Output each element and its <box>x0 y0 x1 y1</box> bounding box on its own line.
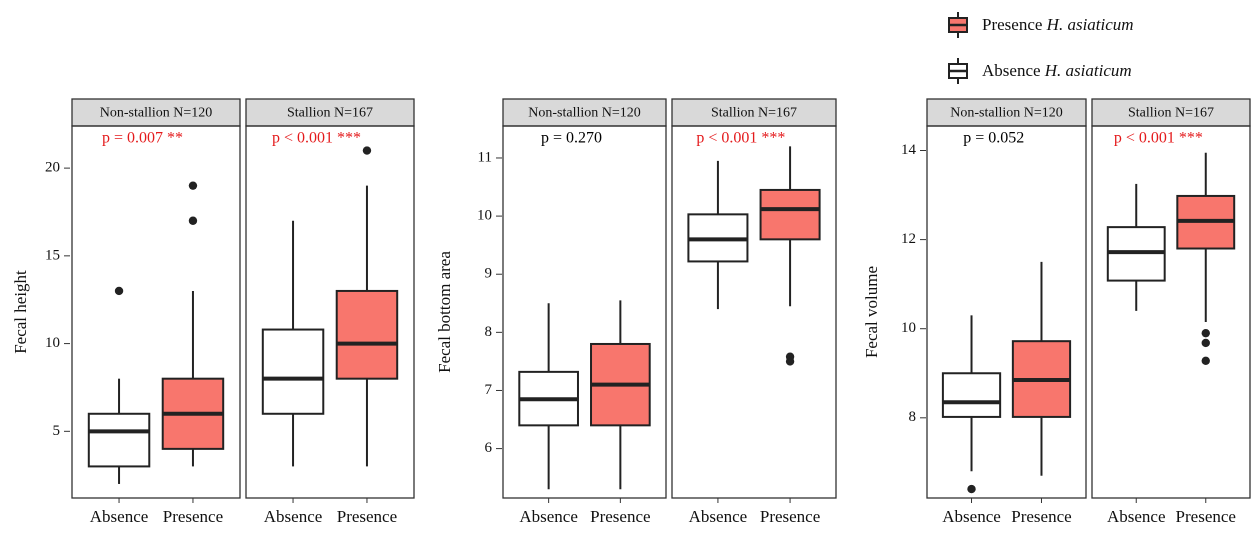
legend-item-absence: Absence H. asiaticum <box>940 56 1132 86</box>
x-tick-label: Absence <box>519 507 578 526</box>
facet-strip-label: Stallion N=167 <box>711 106 797 121</box>
p-value-label: p < 0.001 *** <box>1114 130 1203 147</box>
legend-presence-species: H. asiaticum <box>1046 15 1134 34</box>
panel-border <box>1091 125 1251 499</box>
p-value-label: p = 0.270 <box>541 130 602 147</box>
legend-label-absence: Absence H. asiaticum <box>982 61 1132 81</box>
outlier-point <box>1201 338 1210 348</box>
facet-strip-label: Non-stallion N=120 <box>100 106 213 121</box>
outlier-point <box>1201 328 1210 338</box>
y-tick-label: 5 <box>53 423 61 439</box>
legend-absence-species: H. asiaticum <box>1044 61 1132 80</box>
x-tick-label: Absence <box>90 507 149 526</box>
panel-border <box>926 125 1087 499</box>
y-tick-label: 12 <box>901 231 916 247</box>
facet-strip-label: Stallion N=167 <box>287 106 373 121</box>
facet-strip <box>671 98 837 127</box>
y-tick-label: 10 <box>477 208 492 224</box>
legend-absence-prefix: Absence <box>982 61 1045 80</box>
panel-border <box>71 125 241 499</box>
absence-key-icon <box>948 58 968 84</box>
legend-presence-prefix: Presence <box>982 15 1047 34</box>
x-tick-label: Presence <box>590 507 650 526</box>
box-absence <box>261 328 325 415</box>
x-tick-label: Presence <box>1176 507 1236 526</box>
facet-strip <box>245 98 415 127</box>
y-tick-label: 14 <box>901 142 917 158</box>
y-tick-label: 15 <box>45 247 60 263</box>
box-presence <box>335 289 399 380</box>
legend: Presence H. asiaticum Absence H. asiatic… <box>940 6 1240 116</box>
outlier-point <box>188 181 198 190</box>
x-tick-label: Absence <box>942 507 1001 526</box>
outlier-point <box>362 146 372 155</box>
box-absence <box>87 412 151 468</box>
y-tick-label: 7 <box>485 382 493 398</box>
panel-border <box>245 125 415 499</box>
y-tick-label: 9 <box>485 266 493 282</box>
p-value-label: p = 0.007 ** <box>102 130 183 147</box>
x-tick-label: Absence <box>1107 507 1166 526</box>
y-axis-label: Fecal height <box>11 270 30 354</box>
outlier-point <box>967 484 976 494</box>
x-tick-label: Presence <box>337 507 397 526</box>
p-value-label: p = 0.052 <box>963 130 1024 147</box>
p-value-label: p < 0.001 *** <box>696 130 785 147</box>
presence-key-icon <box>948 12 968 38</box>
outlier-point <box>785 352 795 361</box>
y-axis-label: Fecal bottom area <box>435 251 454 373</box>
x-tick-label: Presence <box>163 507 223 526</box>
x-tick-label: Absence <box>689 507 748 526</box>
outlier-point <box>1201 356 1210 365</box>
facet-strip-label: Non-stallion N=120 <box>950 106 1063 121</box>
y-tick-label: 11 <box>478 149 492 165</box>
x-tick-label: Absence <box>264 507 323 526</box>
y-axis-label: Fecal volume <box>862 266 881 358</box>
y-tick-label: 8 <box>909 409 917 425</box>
y-tick-label: 10 <box>45 335 60 351</box>
facet-strip <box>71 98 241 127</box>
x-tick-label: Presence <box>1011 507 1071 526</box>
box-presence <box>759 188 821 241</box>
y-tick-label: 20 <box>45 160 60 176</box>
facet-strip-label: Stallion N=167 <box>1128 106 1214 121</box>
x-tick-label: Presence <box>760 507 820 526</box>
outlier-point <box>114 286 124 296</box>
y-tick-label: 8 <box>485 324 493 340</box>
legend-label-presence: Presence H. asiaticum <box>982 15 1134 35</box>
facet-strip-label: Non-stallion N=120 <box>528 106 641 121</box>
legend-item-presence: Presence H. asiaticum <box>940 10 1134 40</box>
box-absence <box>941 372 1002 418</box>
p-value-label: p < 0.001 *** <box>272 130 361 147</box>
y-tick-label: 10 <box>901 320 916 336</box>
y-tick-label: 6 <box>485 440 493 456</box>
outlier-point <box>188 216 198 225</box>
panel-border <box>502 125 667 499</box>
panel-border <box>671 125 837 499</box>
